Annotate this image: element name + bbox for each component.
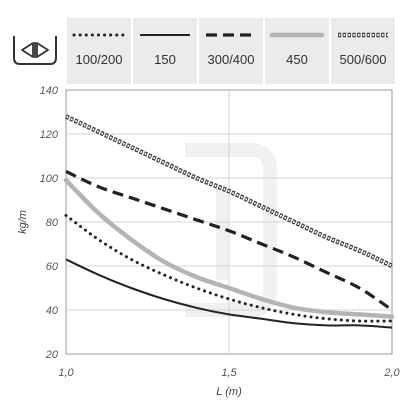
x-tick-label: 2,0 [383,367,400,379]
grid [66,90,392,354]
y-tick-label: 40 [46,305,59,317]
y-tick-label: 100 [40,173,59,185]
x-tick-label: 1,0 [58,367,74,379]
legend: 100/200 150 300/400 450 500/600 [13,18,395,84]
y-tick-label: 140 [40,85,59,97]
legend-item-bg [331,18,395,84]
series-layer [63,114,395,329]
legend-item-bg [133,18,197,84]
series-line-100-200 [64,213,394,323]
legend-item-bg [199,18,263,84]
y-tick-label: 80 [46,217,59,229]
series-line-450 [63,177,395,319]
axes: 140 120 100 80 60 40 20 1,0 1,5 2,0 L (m) kg/m [17,85,401,398]
legend-label: 150 [154,52,176,67]
x-axis-label: L (m) [216,386,242,398]
series-line-300-400 [65,169,393,312]
watermark-logo [185,143,277,317]
legend-label: 100/200 [76,52,123,67]
legend-item-bg [265,18,329,84]
y-tick-label: 60 [46,261,59,273]
legend-label: 450 [286,52,308,67]
y-tick-label: 20 [45,349,59,361]
x-tick-label: 1,5 [221,367,237,379]
series-line-500-600 [65,115,393,267]
y-tick-label: 120 [40,129,59,141]
legend-label: 500/600 [340,52,387,67]
legend-item-bg [67,18,131,84]
y-axis-label: kg/m [17,210,29,234]
series-line-150 [65,258,393,329]
arrows-in-tray-icon [13,36,57,65]
legend-label: 300/400 [208,52,255,67]
